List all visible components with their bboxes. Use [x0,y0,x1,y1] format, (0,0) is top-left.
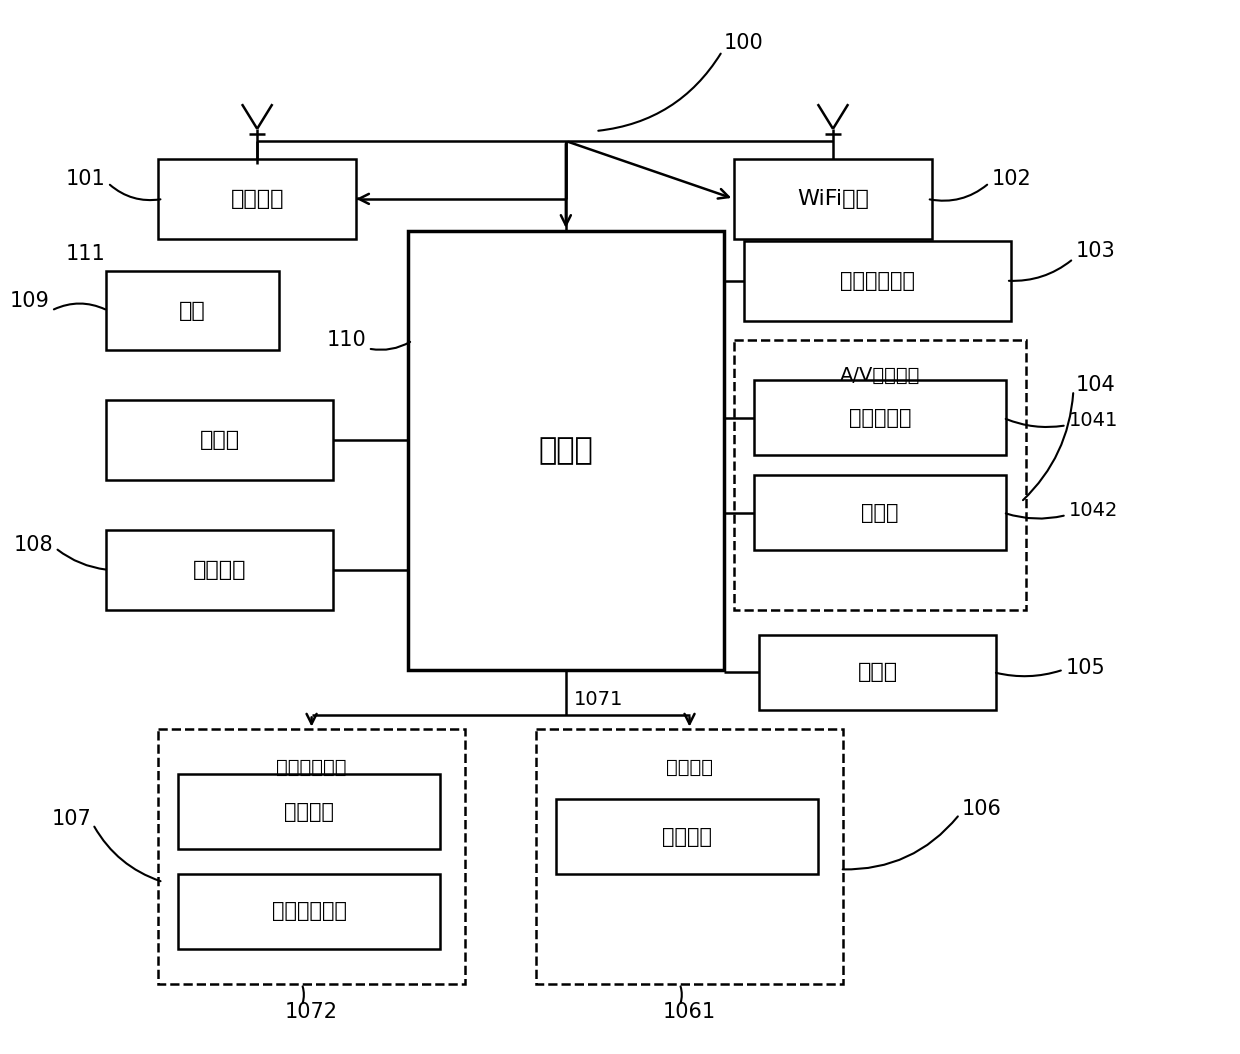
Bar [734,159,932,239]
Text: 1072: 1072 [285,1001,339,1021]
Text: 电源: 电源 [179,300,206,320]
Text: WiFi模块: WiFi模块 [797,189,869,209]
Bar [556,799,818,874]
Text: 射频单元: 射频单元 [231,189,284,209]
Text: 用户输入单元: 用户输入单元 [277,758,347,777]
Text: 其他输入设备: 其他输入设备 [272,901,347,921]
Text: 处理器: 处理器 [538,435,593,465]
Text: 1041: 1041 [1069,411,1117,430]
Text: 101: 101 [66,169,105,189]
Text: 1061: 1061 [663,1001,715,1021]
Text: 触控面板: 触控面板 [284,802,334,822]
Text: 存储器: 存储器 [200,430,239,450]
Text: 显示面板: 显示面板 [662,826,712,846]
Text: 1042: 1042 [1069,501,1117,520]
Text: 图形处理器: 图形处理器 [848,408,911,428]
Text: 106: 106 [961,799,1002,819]
Bar [754,380,1006,455]
Bar [159,159,356,239]
Text: 麦克风: 麦克风 [862,503,899,523]
Text: 100: 100 [724,34,764,54]
Bar [105,271,279,351]
Text: 音频输出单元: 音频输出单元 [839,271,915,291]
Bar [536,729,843,983]
Text: 接口单元: 接口单元 [193,560,247,580]
Text: 1071: 1071 [574,690,624,709]
Bar [179,874,440,949]
Text: 102: 102 [991,169,1030,189]
Text: 108: 108 [14,535,53,555]
Text: 107: 107 [51,809,91,829]
Bar [105,401,334,481]
Text: 105: 105 [1065,658,1105,678]
Bar [734,340,1025,610]
Bar [744,240,1011,320]
Bar [105,530,334,610]
Bar [754,475,1006,550]
Bar [759,635,996,709]
Text: 显示单元: 显示单元 [666,758,713,777]
Text: 103: 103 [1075,240,1115,260]
Bar [408,231,724,669]
Text: A/V输入单元: A/V输入单元 [839,366,920,385]
Text: 104: 104 [1075,375,1115,395]
Bar [159,729,465,983]
Text: 传感器: 传感器 [857,662,898,682]
Bar [179,775,440,850]
Text: 110: 110 [326,331,366,351]
Text: 111: 111 [66,243,105,264]
Text: 109: 109 [10,291,50,311]
